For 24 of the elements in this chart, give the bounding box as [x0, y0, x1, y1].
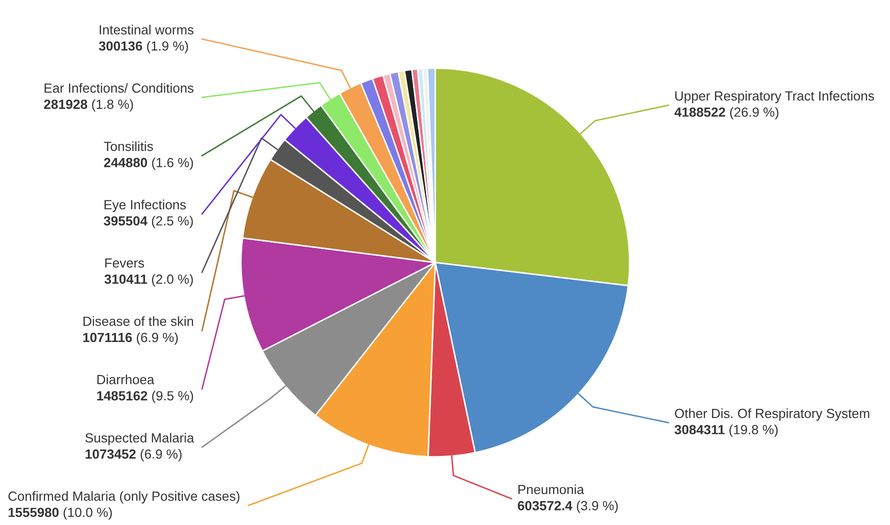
slice-label: Pneumonia: [518, 484, 584, 494]
data-label: 1555980 (10.0 %): [8, 507, 112, 520]
slice-label: Confirmed Malaria (only Positive cases): [8, 491, 240, 504]
data-label: 4188522 (26.9 %): [674, 107, 778, 120]
data-label: 244880 (1.6 %): [104, 158, 193, 170]
data-label: 1485162 (9.5 %): [97, 390, 194, 404]
data-label: 603572.4 (3.9 %): [518, 500, 618, 513]
slice-label: Other Dis. Of Respiratory System: [674, 408, 870, 421]
slice-label: Fevers: [105, 258, 144, 268]
data-label: 3084311 (19.8 %): [674, 424, 778, 437]
data-label: 300136 (1.9 %): [98, 40, 188, 54]
data-label: 395504 (2.5 %): [104, 216, 193, 228]
slice-label: Upper Respiratory Tract Infections: [675, 90, 874, 104]
slice-label: Diarrhoea: [97, 374, 154, 384]
data-label: 1071116 (6.9 %): [83, 332, 178, 345]
data-label: 281928 (1.8 %): [44, 99, 133, 112]
data-label: 1073452 (6.9 %): [86, 449, 182, 462]
slice-label: Suspected Malaria: [85, 432, 194, 446]
slice-label: Eye Infections: [104, 200, 186, 212]
data-label: 310411 (2.0 %): [104, 274, 193, 286]
slice-label: Ear Infections/ Conditions: [44, 83, 194, 93]
slice-label: Disease of the skin: [84, 316, 194, 326]
slice-label: Intestinal worms: [100, 24, 194, 34]
slice-label: Tonsilitis: [104, 141, 153, 152]
